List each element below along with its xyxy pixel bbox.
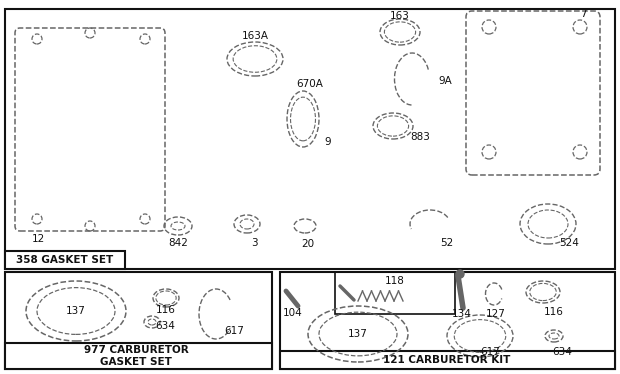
Bar [5, 9, 615, 269]
Text: 634: 634 [155, 321, 175, 331]
Text: 134: 134 [452, 309, 472, 319]
Text: 12: 12 [32, 234, 45, 244]
Text: 127: 127 [486, 309, 506, 319]
Bar [5, 343, 272, 369]
Text: 104: 104 [283, 308, 303, 318]
Text: 977 CARBURETOR
GASKET SET: 977 CARBURETOR GASKET SET [84, 345, 188, 367]
Text: 842: 842 [168, 238, 188, 248]
Text: 9A: 9A [438, 76, 452, 86]
Text: 524: 524 [559, 238, 579, 248]
Bar [5, 251, 125, 269]
Text: 163: 163 [390, 11, 410, 21]
Text: 116: 116 [156, 305, 176, 315]
Text: 670A: 670A [296, 79, 324, 89]
Circle shape [456, 270, 464, 278]
Text: 118: 118 [385, 276, 405, 286]
Text: 163A: 163A [242, 31, 268, 41]
Text: 121 CARBURETOR KIT: 121 CARBURETOR KIT [383, 355, 511, 365]
Text: 617: 617 [480, 347, 500, 357]
Text: 137: 137 [66, 306, 86, 316]
Bar [335, 272, 455, 314]
Text: 9: 9 [325, 137, 331, 147]
Text: 358 GASKET SET: 358 GASKET SET [16, 255, 113, 265]
Bar [280, 351, 615, 369]
Bar [280, 272, 615, 369]
Text: 617: 617 [224, 326, 244, 336]
Text: 20: 20 [301, 239, 314, 249]
Text: 3: 3 [250, 238, 257, 248]
Text: 137: 137 [348, 329, 368, 339]
Text: 634: 634 [552, 347, 572, 357]
Text: 7: 7 [580, 9, 587, 19]
Bar [5, 272, 272, 369]
Text: 52: 52 [440, 238, 454, 248]
Text: 883: 883 [410, 132, 430, 142]
Text: 116: 116 [544, 307, 564, 317]
